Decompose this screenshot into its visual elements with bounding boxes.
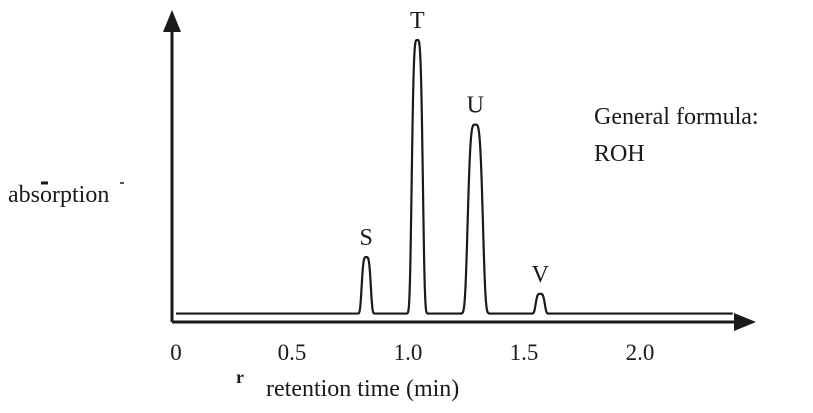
x-tick-labels: 0 0.5 1.0 1.5 2.0 [170,340,654,365]
peak-label-v: V [532,262,550,288]
peak-label-u: U [467,93,484,119]
peak-label-t: T [410,8,425,34]
y-axis-label: absorption [8,182,109,208]
x-tick-label: 0.5 [278,340,307,365]
axes [163,10,756,331]
peak-labels: S T U V [360,8,550,288]
x-tick-label: 1.0 [394,340,423,365]
x-axis-label: retention time (min) [266,376,459,402]
y-axis-arrowhead [163,10,181,32]
formula-value: ROH [594,141,645,167]
chromatogram-trace [175,38,734,315]
x-tick-label: 2.0 [626,340,655,365]
peak-label-s: S [360,225,373,251]
formula-heading: General formula: [594,104,759,130]
x-tick-label: 1.5 [510,340,539,365]
x-tick-label: 0 [170,340,182,365]
stray-mark: r [236,367,244,387]
x-axis-arrowhead [734,313,756,331]
